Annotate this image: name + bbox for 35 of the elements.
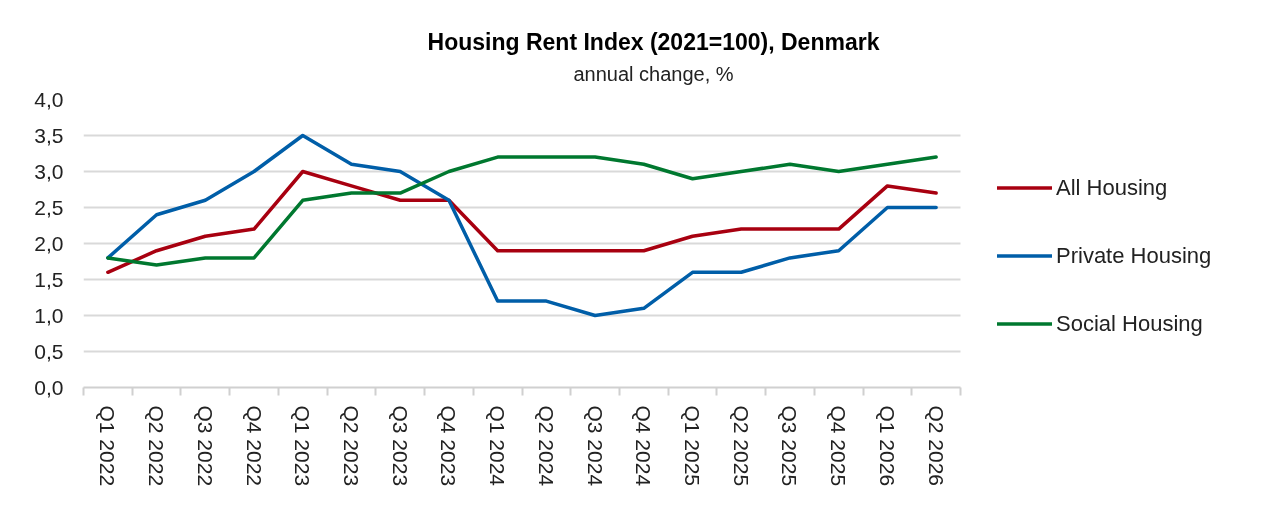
y-tick-label: 2,0 xyxy=(34,231,64,255)
x-tick-label: Q3 2023 xyxy=(388,405,412,487)
x-tick-label: Q4 2025 xyxy=(827,405,851,487)
y-tick-label: 0,5 xyxy=(34,339,64,363)
y-tick-label: 0,0 xyxy=(34,375,64,399)
x-tick-label: Q2 2023 xyxy=(339,405,363,487)
line-series xyxy=(106,155,938,267)
y-tick-label: 1,0 xyxy=(34,303,64,327)
x-tick-label: Q3 2022 xyxy=(193,405,217,487)
x-tick-label: Q2 2026 xyxy=(924,405,948,487)
y-tick-label: 3,5 xyxy=(34,123,64,147)
x-tick-label: Q1 2025 xyxy=(681,405,705,487)
legend-label: All Housing xyxy=(1056,174,1168,201)
x-tick-label: Q4 2022 xyxy=(242,405,266,487)
x-tick-label: Q1 2022 xyxy=(96,405,120,487)
x-tick-label: Q1 2023 xyxy=(291,405,315,487)
chart-title: Housing Rent Index (2021=100), Denmark xyxy=(427,28,880,55)
y-tick-label: 1,5 xyxy=(34,267,64,291)
x-tick-label: Q3 2025 xyxy=(778,405,802,487)
x-tick-label: Q4 2023 xyxy=(437,405,461,487)
x-tick-label: Q1 2024 xyxy=(486,405,510,487)
x-tick-label: Q2 2022 xyxy=(145,405,169,487)
line-series xyxy=(106,169,938,275)
y-tick-label: 3,0 xyxy=(34,159,64,183)
x-tick-label: Q2 2024 xyxy=(534,405,558,487)
x-tick-label: Q2 2025 xyxy=(729,405,753,487)
x-tick-label: Q3 2024 xyxy=(583,405,607,487)
legend-label: Social Housing xyxy=(1056,310,1203,337)
x-tick-label: Q4 2024 xyxy=(632,405,656,487)
y-tick-label: 2,5 xyxy=(34,195,64,219)
x-tick-label: Q1 2026 xyxy=(875,405,899,487)
chart-subtitle: annual change, % xyxy=(573,62,734,85)
legend-label: Private Housing xyxy=(1056,242,1212,269)
y-tick-label: 4,0 xyxy=(34,87,64,111)
line-series xyxy=(106,133,938,318)
